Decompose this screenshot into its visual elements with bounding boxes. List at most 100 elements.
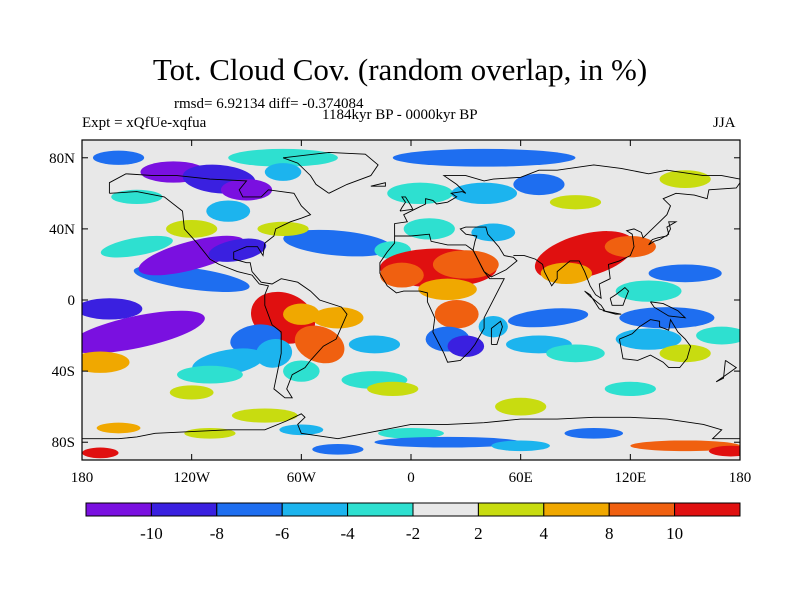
coastline bbox=[650, 301, 687, 319]
anomaly-region bbox=[513, 173, 565, 196]
lat-tick-label: 40N bbox=[49, 222, 75, 238]
anomaly-region bbox=[279, 424, 324, 436]
colorbar-bin bbox=[85, 502, 152, 517]
anomaly-region bbox=[96, 422, 141, 434]
anomaly-region bbox=[348, 335, 401, 354]
anomaly-region bbox=[392, 148, 576, 167]
anomaly-region bbox=[206, 200, 251, 222]
anomaly-region bbox=[434, 300, 479, 329]
colorbar-label: 8 bbox=[605, 524, 614, 543]
anomaly-region bbox=[659, 344, 711, 363]
lon-tick-label: 60W bbox=[287, 470, 317, 486]
lat-tick-label: 0 bbox=[68, 293, 76, 309]
coastline bbox=[513, 182, 740, 300]
lon-tick-label: 60E bbox=[509, 470, 533, 486]
anomaly-region bbox=[495, 397, 547, 416]
colorbar-bin bbox=[477, 502, 545, 517]
anomaly-region bbox=[418, 278, 477, 301]
coastline bbox=[399, 196, 414, 212]
anomaly-region bbox=[283, 303, 320, 325]
colorbar-label: -8 bbox=[210, 524, 224, 543]
anomaly-region bbox=[82, 310, 205, 354]
anomaly-region bbox=[708, 445, 740, 457]
coastline bbox=[394, 164, 740, 236]
stats-label: rmsd= 6.92134 diff= -0.374084 bbox=[174, 96, 364, 112]
anomaly-region bbox=[432, 250, 499, 279]
lon-tick-label: 120W bbox=[173, 470, 211, 486]
colorbar-bin bbox=[543, 502, 610, 517]
lon-tick-label: 180 bbox=[71, 470, 94, 486]
lat-tick-label: 40S bbox=[52, 364, 75, 380]
anomaly-region bbox=[231, 408, 298, 423]
anomaly-region bbox=[403, 218, 455, 240]
colorbar-bin bbox=[412, 502, 479, 517]
coastlines bbox=[82, 151, 740, 440]
anomaly-region bbox=[82, 447, 119, 459]
anomaly-region bbox=[387, 182, 454, 204]
anomaly-region bbox=[82, 298, 143, 320]
anomaly-region bbox=[184, 428, 236, 439]
colorbar-label: 2 bbox=[474, 524, 483, 543]
colorbar-bin bbox=[281, 502, 349, 517]
lon-tick-label: 120E bbox=[614, 470, 646, 486]
coastline bbox=[370, 182, 386, 187]
anomaly-region bbox=[283, 360, 320, 382]
colorbar-label: -4 bbox=[341, 524, 356, 543]
colorbar-bin bbox=[608, 502, 676, 517]
anomaly-region bbox=[696, 326, 740, 345]
lat-tick-label: 80S bbox=[52, 435, 75, 451]
coastline bbox=[82, 413, 740, 440]
anomaly-region bbox=[255, 338, 293, 368]
anomaly-region bbox=[378, 428, 444, 439]
colorbar-label: 10 bbox=[666, 524, 683, 543]
anomaly-region bbox=[220, 179, 273, 201]
anomaly-region bbox=[312, 444, 364, 455]
coastline bbox=[282, 151, 379, 194]
anomaly-region bbox=[294, 325, 345, 364]
coastline bbox=[648, 221, 678, 246]
coastline bbox=[108, 173, 348, 399]
colorbar-label: -6 bbox=[275, 524, 289, 543]
anomaly-region bbox=[540, 262, 592, 285]
coastline bbox=[490, 320, 503, 345]
anomaly-region bbox=[471, 223, 516, 242]
anomaly-region bbox=[564, 428, 624, 439]
coastline bbox=[602, 310, 622, 315]
anomaly-region bbox=[100, 235, 173, 258]
anomaly-region bbox=[619, 307, 715, 329]
anomaly-region bbox=[615, 280, 682, 302]
coastline bbox=[459, 226, 518, 278]
season-label: JJA bbox=[713, 115, 736, 131]
anomaly-region bbox=[648, 264, 722, 283]
experiment-label: Expt = xQfUe-xqfua bbox=[82, 115, 207, 131]
anomaly-region bbox=[283, 229, 393, 257]
anomaly-region bbox=[367, 381, 419, 396]
anomaly-region bbox=[508, 308, 589, 328]
anomaly-region bbox=[177, 365, 243, 384]
colorbar-bin bbox=[674, 502, 741, 517]
colorbar-bin bbox=[347, 502, 414, 517]
anomaly-region bbox=[604, 236, 656, 258]
anomaly-region bbox=[374, 436, 521, 448]
anomaly-region bbox=[546, 344, 605, 363]
anomaly-region bbox=[549, 195, 602, 210]
lon-tick-label: 0 bbox=[407, 470, 415, 486]
anomaly-region bbox=[264, 163, 302, 181]
map-panel bbox=[81, 139, 741, 461]
coastline bbox=[618, 318, 692, 369]
plot-title: Tot. Cloud Cov. (random overlap, in %) bbox=[152, 52, 648, 87]
colorbar-label: 4 bbox=[540, 524, 549, 543]
colorbar-bin bbox=[216, 502, 283, 517]
coastline bbox=[379, 233, 505, 363]
anomaly-region bbox=[451, 182, 518, 204]
anomaly-region bbox=[82, 351, 130, 373]
map-axes: 180 120W 60W 0 60E 120E 180 80N 40N 0 40S 80S bbox=[49, 140, 751, 486]
colorbar-label: -2 bbox=[406, 524, 420, 543]
anomaly-region bbox=[447, 335, 485, 357]
anomaly-region bbox=[257, 221, 309, 236]
lat-tick-label: 80N bbox=[49, 151, 75, 167]
colorbar: -10 -8 -6 -4 -2 2 4 8 10 bbox=[85, 502, 741, 543]
anomaly-field bbox=[82, 148, 740, 459]
anomaly-region bbox=[312, 307, 364, 329]
